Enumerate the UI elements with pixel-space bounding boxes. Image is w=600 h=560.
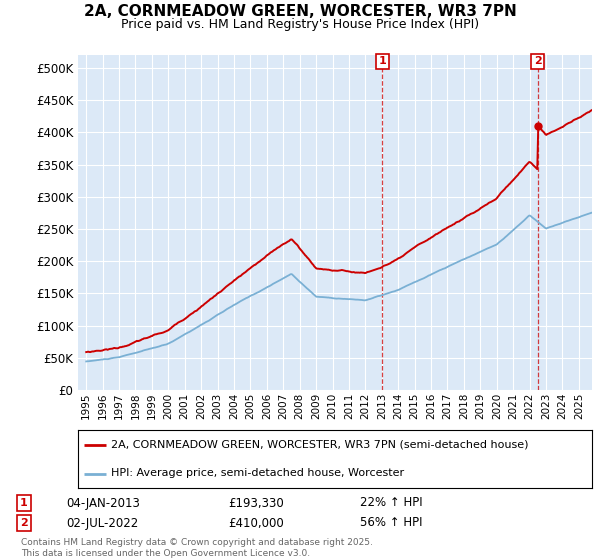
Text: 2: 2 [20, 518, 28, 528]
Text: 22% ↑ HPI: 22% ↑ HPI [360, 497, 422, 510]
Text: 2: 2 [534, 57, 542, 67]
Text: HPI: Average price, semi-detached house, Worcester: HPI: Average price, semi-detached house,… [112, 469, 404, 478]
Text: 2A, CORNMEADOW GREEN, WORCESTER, WR3 7PN: 2A, CORNMEADOW GREEN, WORCESTER, WR3 7PN [83, 4, 517, 19]
Text: 1: 1 [379, 57, 386, 67]
Text: £193,330: £193,330 [228, 497, 284, 510]
Text: 02-JUL-2022: 02-JUL-2022 [66, 516, 138, 530]
Text: 2A, CORNMEADOW GREEN, WORCESTER, WR3 7PN (semi-detached house): 2A, CORNMEADOW GREEN, WORCESTER, WR3 7PN… [112, 440, 529, 450]
Text: Price paid vs. HM Land Registry's House Price Index (HPI): Price paid vs. HM Land Registry's House … [121, 18, 479, 31]
Text: 1: 1 [20, 498, 28, 508]
Text: 04-JAN-2013: 04-JAN-2013 [66, 497, 140, 510]
Text: 56% ↑ HPI: 56% ↑ HPI [360, 516, 422, 530]
Text: Contains HM Land Registry data © Crown copyright and database right 2025.
This d: Contains HM Land Registry data © Crown c… [21, 538, 373, 558]
Text: £410,000: £410,000 [228, 516, 284, 530]
